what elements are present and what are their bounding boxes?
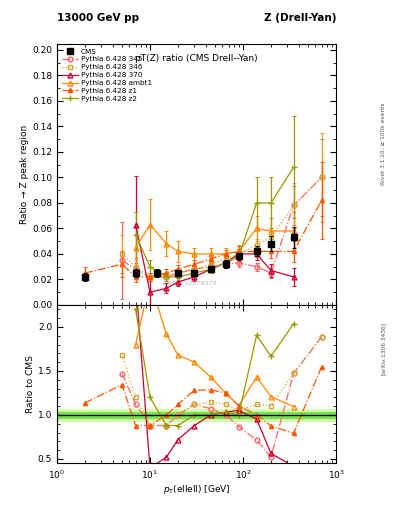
Text: CMS_2_t2079374: CMS_2_t2079374	[163, 280, 217, 286]
Text: Rivet 3.1.10, ≥ 100k events: Rivet 3.1.10, ≥ 100k events	[381, 102, 386, 185]
Text: pT(Z) ratio (CMS Drell--Yan): pT(Z) ratio (CMS Drell--Yan)	[135, 54, 258, 63]
Y-axis label: Ratio to CMS: Ratio to CMS	[26, 355, 35, 413]
Text: [arXiv:1306.3436]: [arXiv:1306.3436]	[381, 322, 386, 375]
Text: Z (Drell-Yan): Z (Drell-Yan)	[264, 13, 336, 23]
Bar	[57, 409, 336, 421]
Legend: CMS, Pythia 6.428 345, Pythia 6.428 346, Pythia 6.428 370, Pythia 6.428 ambt1, P: CMS, Pythia 6.428 345, Pythia 6.428 346,…	[61, 47, 153, 103]
Y-axis label: Ratio → Z peak region: Ratio → Z peak region	[20, 124, 29, 224]
Text: 13000 GeV pp: 13000 GeV pp	[57, 13, 139, 23]
Bar	[57, 412, 336, 418]
X-axis label: $p_\mathrm{T}$(ellell) [GeV]: $p_\mathrm{T}$(ellell) [GeV]	[163, 483, 230, 497]
